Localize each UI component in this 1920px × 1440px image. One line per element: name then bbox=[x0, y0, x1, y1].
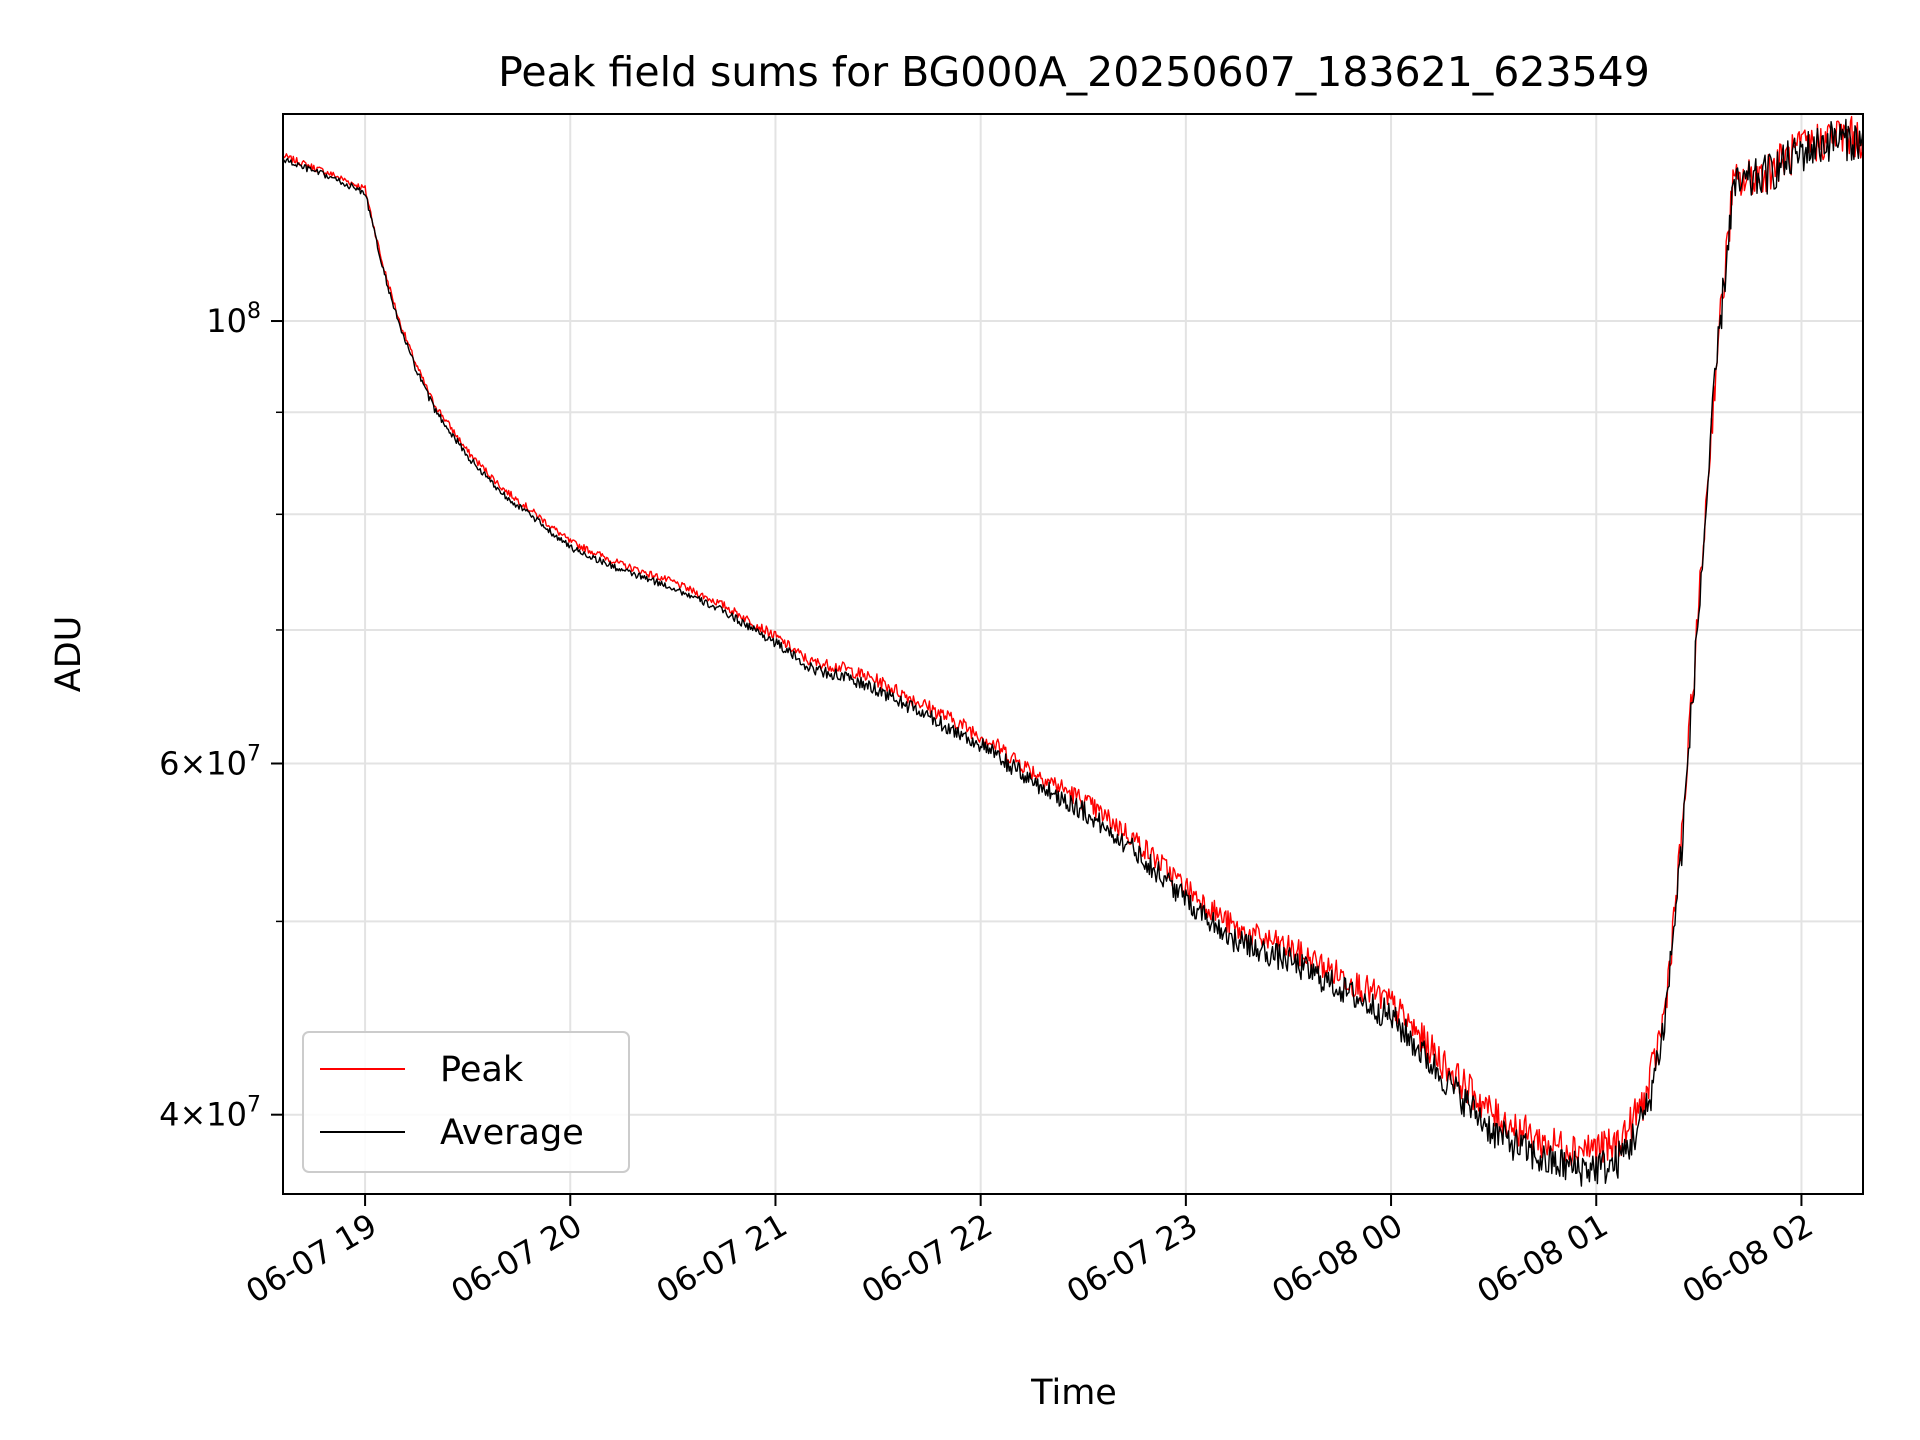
y-tick-label: 4×107 bbox=[159, 1093, 261, 1134]
plot-lines bbox=[282, 115, 1864, 1187]
legend-label-peak: Peak bbox=[440, 1050, 524, 1090]
series-line-average bbox=[282, 118, 1864, 1187]
x-axis-label: Time bbox=[1030, 1373, 1117, 1413]
legend-box bbox=[302, 1031, 630, 1173]
plot-frame bbox=[282, 113, 1864, 1195]
legend-label-average: Average bbox=[440, 1113, 584, 1153]
y-axis-label: ADU bbox=[49, 616, 89, 693]
y-tick-label: 6×107 bbox=[159, 741, 261, 782]
legend: Peak Average bbox=[302, 1031, 630, 1173]
chart-title: Peak field sums for BG000A_20250607_1836… bbox=[498, 48, 1650, 96]
